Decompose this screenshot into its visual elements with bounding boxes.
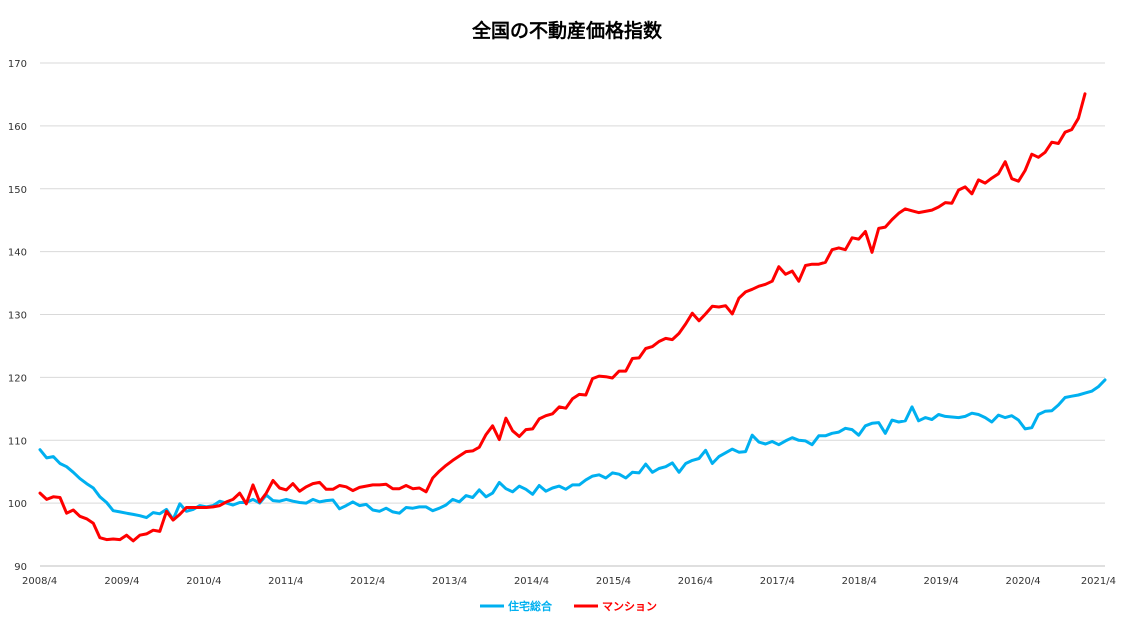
y-tick-label: 110 — [8, 436, 27, 447]
legend-label: 住宅総合 — [508, 599, 553, 613]
legend: 住宅総合 マンション — [480, 599, 657, 613]
y-tick-label: 170 — [8, 59, 27, 70]
x-tick-label: 2009/4 — [104, 576, 139, 587]
y-tick-label: 130 — [8, 311, 27, 322]
x-tick-label: 2010/4 — [186, 576, 221, 587]
series-line-0 — [38, 378, 1107, 521]
y-tick-label: 90 — [14, 562, 27, 573]
x-tick-label: 2011/4 — [268, 576, 303, 587]
x-tick-label: 2013/4 — [432, 576, 467, 587]
series-line-1 — [38, 92, 1087, 543]
chart-title: 全国の不動産価格指数 — [471, 19, 663, 42]
y-tick-label: 160 — [8, 122, 27, 133]
x-tick-label: 2019/4 — [924, 576, 959, 587]
x-tick-label: 2008/4 — [22, 576, 57, 587]
legend-label: マンション — [602, 600, 657, 613]
y-tick-label: 140 — [8, 248, 27, 259]
x-tick-label: 2015/4 — [596, 576, 631, 587]
y-tick-label: 150 — [8, 185, 27, 196]
x-tick-label: 2018/4 — [842, 576, 877, 587]
x-axis-ticks: 2008/4 2009/4 2010/4 2011/4 2012/4 2013/4 2014… — [22, 576, 1116, 587]
x-tick-label: 2014/4 — [514, 576, 549, 587]
x-tick-label: 2020/4 — [1005, 576, 1040, 587]
y-tick-label: 100 — [8, 499, 27, 510]
gridlines — [40, 62, 1105, 567]
y-axis-ticks: 90 100 110 120 130 140 150 160 170 — [8, 59, 27, 573]
x-tick-label: 2016/4 — [678, 576, 713, 587]
x-tick-label: 2021/4 — [1081, 576, 1116, 587]
x-tick-label: 2012/4 — [350, 576, 385, 587]
x-tick-label: 2017/4 — [760, 576, 795, 587]
y-tick-label: 120 — [8, 373, 27, 384]
series-lines — [38, 92, 1107, 543]
